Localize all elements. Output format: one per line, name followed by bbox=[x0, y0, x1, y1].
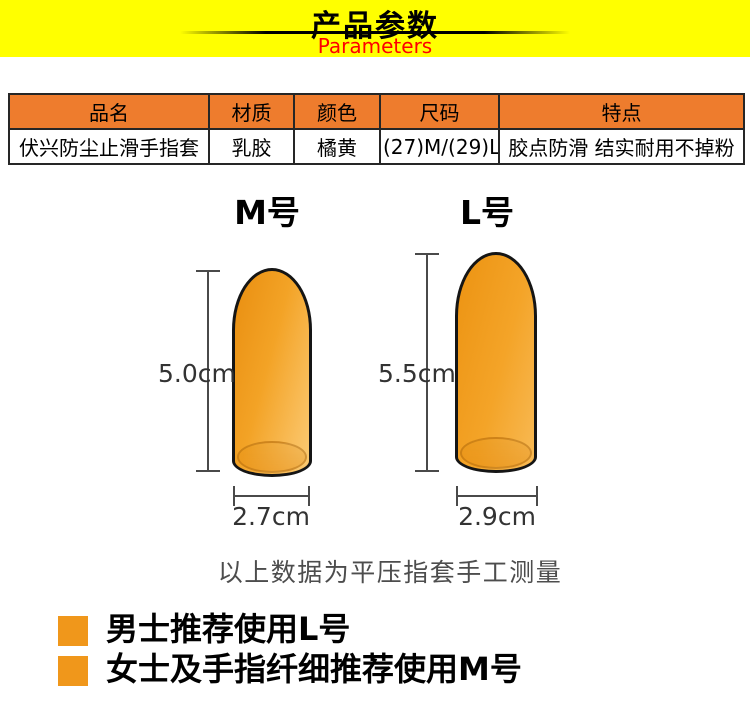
finger-cot-m-illustration bbox=[232, 268, 312, 477]
width-dimension-line-m bbox=[233, 486, 310, 506]
recommendation-women: 女士及手指纤细推荐使用M号 bbox=[106, 650, 522, 688]
height-dimension-line-m bbox=[196, 270, 220, 472]
bullet-square-1 bbox=[58, 616, 88, 646]
banner-subtitle: Parameters bbox=[317, 34, 433, 58]
bullet-square-2 bbox=[58, 656, 88, 686]
width-dimension-line-l bbox=[456, 486, 538, 506]
cell-feature: 胶点防滑 结实耐用不掉粉 bbox=[498, 128, 745, 165]
banner-divider-line bbox=[180, 31, 570, 34]
recommendation-men: 男士推荐使用L号 bbox=[106, 610, 351, 648]
cell-product-name: 伏兴防尘止滑手指套 bbox=[8, 128, 210, 165]
banner-title: 产品参数 bbox=[311, 9, 439, 44]
col-header-feature: 特点 bbox=[498, 93, 745, 130]
measurement-note: 以上数据为平压指套手工测量 bbox=[217, 558, 563, 587]
col-header-name: 品名 bbox=[8, 93, 210, 130]
finger-cot-m-opening-rim bbox=[237, 441, 307, 473]
cell-size: (27)M/(29)L bbox=[379, 128, 500, 165]
cell-color: 橘黄 bbox=[293, 128, 381, 165]
col-header-material: 材质 bbox=[208, 93, 295, 130]
width-label-m: 2.7cm bbox=[232, 502, 310, 531]
height-label-l: 5.5cm bbox=[378, 359, 456, 388]
spec-table-header-row: 品名 材质 颜色 尺码 特点 bbox=[8, 93, 745, 130]
size-label-l: L号 bbox=[459, 193, 515, 232]
spec-table: 品名 材质 颜色 尺码 特点 伏兴防尘止滑手指套 乳胶 橘黄 (27)M/(29… bbox=[8, 93, 745, 165]
height-dimension-line-l bbox=[415, 253, 439, 472]
col-header-color: 颜色 bbox=[293, 93, 381, 130]
cell-material: 乳胶 bbox=[208, 128, 295, 165]
height-label-m: 5.0cm bbox=[158, 359, 236, 388]
size-label-m: M号 bbox=[234, 193, 300, 232]
col-header-size: 尺码 bbox=[379, 93, 500, 130]
finger-cot-l-illustration bbox=[455, 252, 537, 473]
finger-cot-l-opening-rim bbox=[460, 437, 532, 469]
parameters-banner: 产品参数 Parameters bbox=[0, 0, 750, 58]
spec-table-data-row: 伏兴防尘止滑手指套 乳胶 橘黄 (27)M/(29)L 胶点防滑 结实耐用不掉粉 bbox=[8, 128, 745, 165]
width-label-l: 2.9cm bbox=[458, 502, 536, 531]
